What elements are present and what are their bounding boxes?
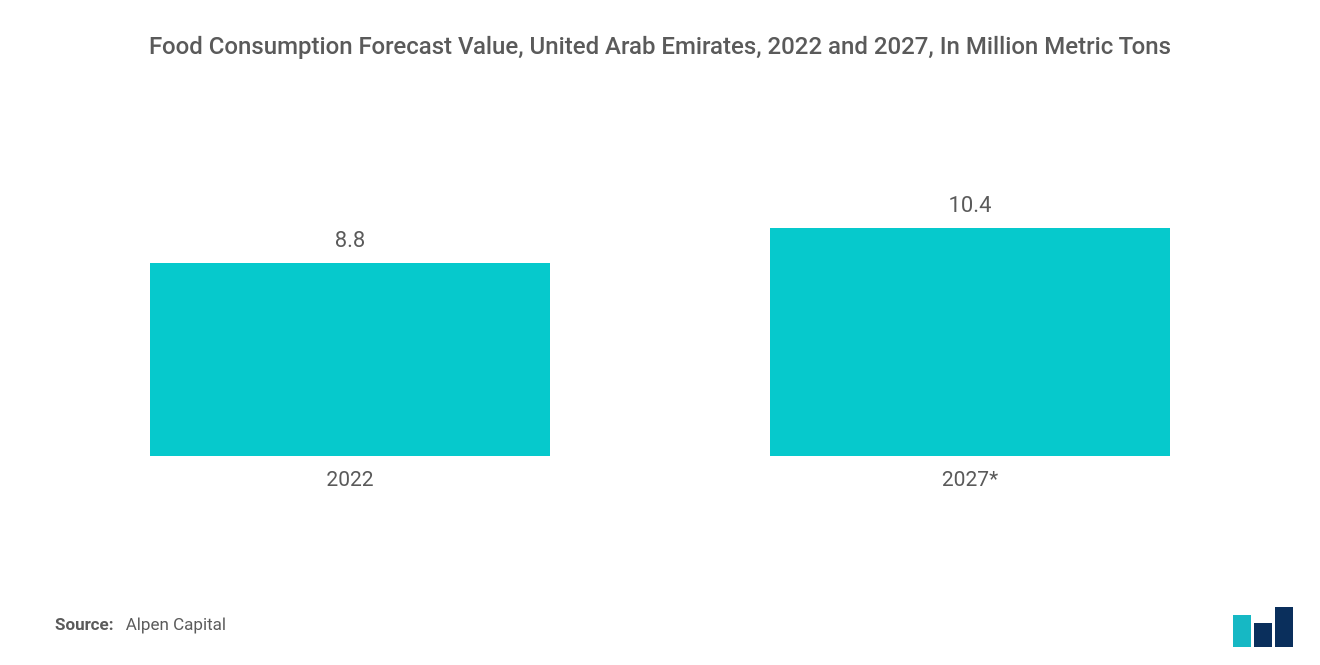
chart-container: Food Consumption Forecast Value, United … xyxy=(0,0,1320,665)
bar-0 xyxy=(150,263,550,457)
value-label-0: 8.8 xyxy=(335,228,366,253)
chart-title: Food Consumption Forecast Value, United … xyxy=(110,30,1210,62)
value-label-1: 10.4 xyxy=(949,193,992,218)
bar-group-1: 10.4 2027* xyxy=(770,193,1170,493)
source-label: Source: xyxy=(55,615,113,635)
source-line: Source: Alpen Capital xyxy=(55,615,226,635)
brand-logo-icon xyxy=(1231,607,1295,647)
bar-1 xyxy=(770,228,1170,457)
category-label-1: 2027* xyxy=(942,468,998,492)
category-label-0: 2022 xyxy=(326,468,373,492)
source-text: Alpen Capital xyxy=(126,615,226,635)
bar-group-0: 8.8 2022 xyxy=(150,228,550,493)
plot-area: 8.8 2022 10.4 2027* xyxy=(50,112,1270,492)
